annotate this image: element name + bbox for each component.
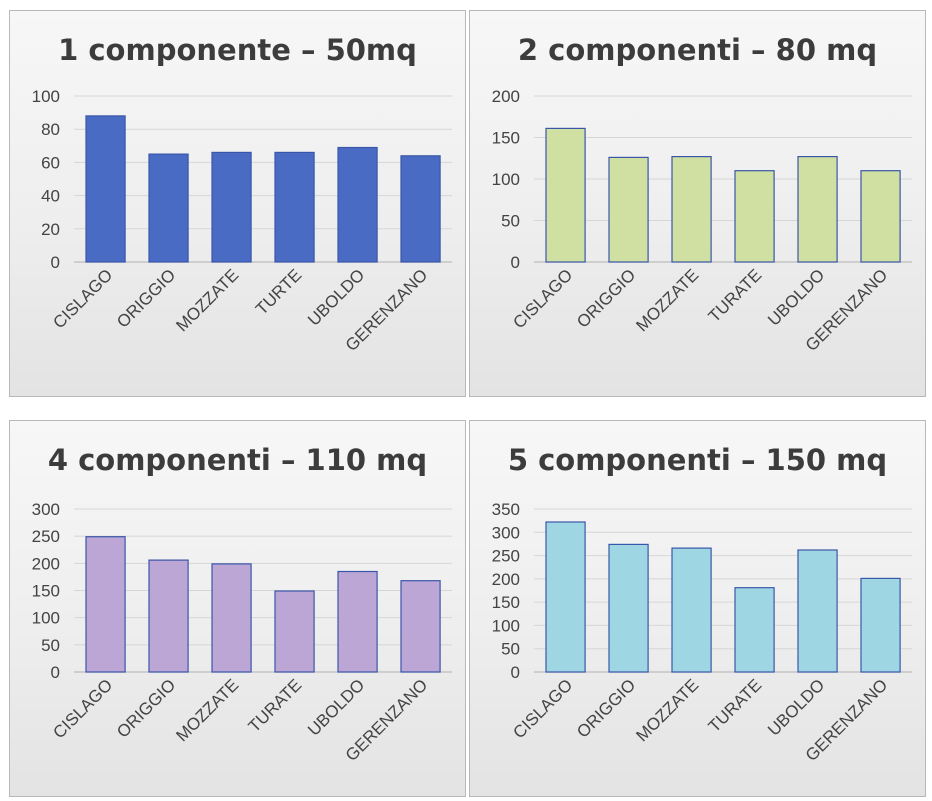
x-tick-label: MOZZATE xyxy=(632,675,702,745)
y-tick-label: 60 xyxy=(41,153,60,172)
y-tick-label: 20 xyxy=(41,220,60,239)
x-tick-label: ORIGGIO xyxy=(113,265,179,331)
y-tick-label: 300 xyxy=(492,523,520,542)
y-tick-label: 100 xyxy=(32,609,60,628)
chart-title: 1 componente – 50mq xyxy=(58,33,417,67)
x-tick-label: CISLAGO xyxy=(49,675,116,742)
y-tick-label: 0 xyxy=(511,663,520,682)
bar xyxy=(797,549,838,673)
y-tick-label: 200 xyxy=(32,554,60,573)
x-tick-label: TURATE xyxy=(705,675,766,736)
x-tick-label: TURTE xyxy=(252,265,305,318)
bar xyxy=(860,170,901,263)
x-tick-label: ORIGGIO xyxy=(113,675,179,741)
chart-title: 5 componenti – 150 mq xyxy=(507,443,888,477)
x-tick-label: UBOLDO xyxy=(764,675,828,739)
y-tick-label: 0 xyxy=(511,253,520,272)
y-tick-label: 40 xyxy=(41,187,60,206)
bar xyxy=(671,156,712,263)
bar xyxy=(211,563,252,673)
chart-panel-3: 4 componenti – 110 mq 0 50 100 150 200 250 300… xyxy=(9,420,466,797)
bar xyxy=(337,570,378,673)
y-tick-label: 150 xyxy=(492,593,520,612)
bar xyxy=(671,547,712,673)
chart-panel-4: 5 componenti – 150 mq 0 50 100 150 200 250 300… xyxy=(469,420,926,797)
y-tick-label: 100 xyxy=(492,616,520,635)
x-tick-label: CISLAGO xyxy=(49,265,116,332)
y-tick-label: 300 xyxy=(32,500,60,519)
y-tick-label: 250 xyxy=(32,527,60,546)
y-tick-label: 350 xyxy=(492,500,520,519)
x-tick-label: TURATE xyxy=(245,675,306,736)
bar xyxy=(274,590,315,673)
bar-chart: 0 50 100 150 200 250 300 350 CISLAGOORIGGIOMOZZA… xyxy=(492,500,912,765)
bar xyxy=(274,151,315,263)
chart-title: 2 componenti – 80 mq xyxy=(517,33,878,67)
y-tick-label: 250 xyxy=(492,547,520,566)
y-tick-label: 50 xyxy=(41,636,60,655)
y-tick-label: 0 xyxy=(51,663,60,682)
bar xyxy=(608,156,649,263)
bar xyxy=(608,543,649,673)
x-tick-label: MOZZATE xyxy=(632,265,702,335)
x-tick-label: CISLAGO xyxy=(509,675,576,742)
y-tick-label: 200 xyxy=(492,87,520,106)
y-tick-label: 80 xyxy=(41,120,60,139)
y-tick-label: 150 xyxy=(32,582,60,601)
bar xyxy=(211,151,252,263)
y-tick-label: 100 xyxy=(492,170,520,189)
bar xyxy=(545,127,586,263)
y-tick-label: 0 xyxy=(51,253,60,272)
bar xyxy=(85,536,126,673)
x-tick-label: UBOLDO xyxy=(304,265,368,329)
bar xyxy=(734,587,775,673)
y-tick-label: 200 xyxy=(492,570,520,589)
bar xyxy=(734,170,775,263)
x-tick-label: MOZZATE xyxy=(172,265,242,335)
bar xyxy=(400,580,441,673)
y-tick-label: 50 xyxy=(501,212,520,231)
chart-title: 4 componenti – 110 mq xyxy=(47,443,428,477)
x-tick-label: MOZZATE xyxy=(172,675,242,745)
bar xyxy=(860,577,901,673)
y-tick-label: 150 xyxy=(492,129,520,148)
bar xyxy=(148,559,189,673)
x-tick-label: ORIGGIO xyxy=(573,675,639,741)
bar xyxy=(545,521,586,673)
x-tick-label: CISLAGO xyxy=(509,265,576,332)
bar xyxy=(337,146,378,263)
x-tick-label: UBOLDO xyxy=(764,265,828,329)
y-tick-label: 100 xyxy=(32,87,60,106)
chart-panel-1: 1 componente – 50mq 0 20 40 60 80 100 CISLAGO O… xyxy=(9,10,466,397)
bar xyxy=(85,115,126,263)
x-tick-label: UBOLDO xyxy=(304,675,368,739)
bar xyxy=(400,155,441,263)
bar xyxy=(797,156,838,263)
x-tick-label: TURATE xyxy=(705,265,766,326)
chart-panel-2: 2 componenti – 80 mq 0 50 100 150 200 CISLAGO… xyxy=(469,10,926,397)
bar xyxy=(148,153,189,263)
x-tick-label: ORIGGIO xyxy=(573,265,639,331)
y-tick-label: 50 xyxy=(501,640,520,659)
